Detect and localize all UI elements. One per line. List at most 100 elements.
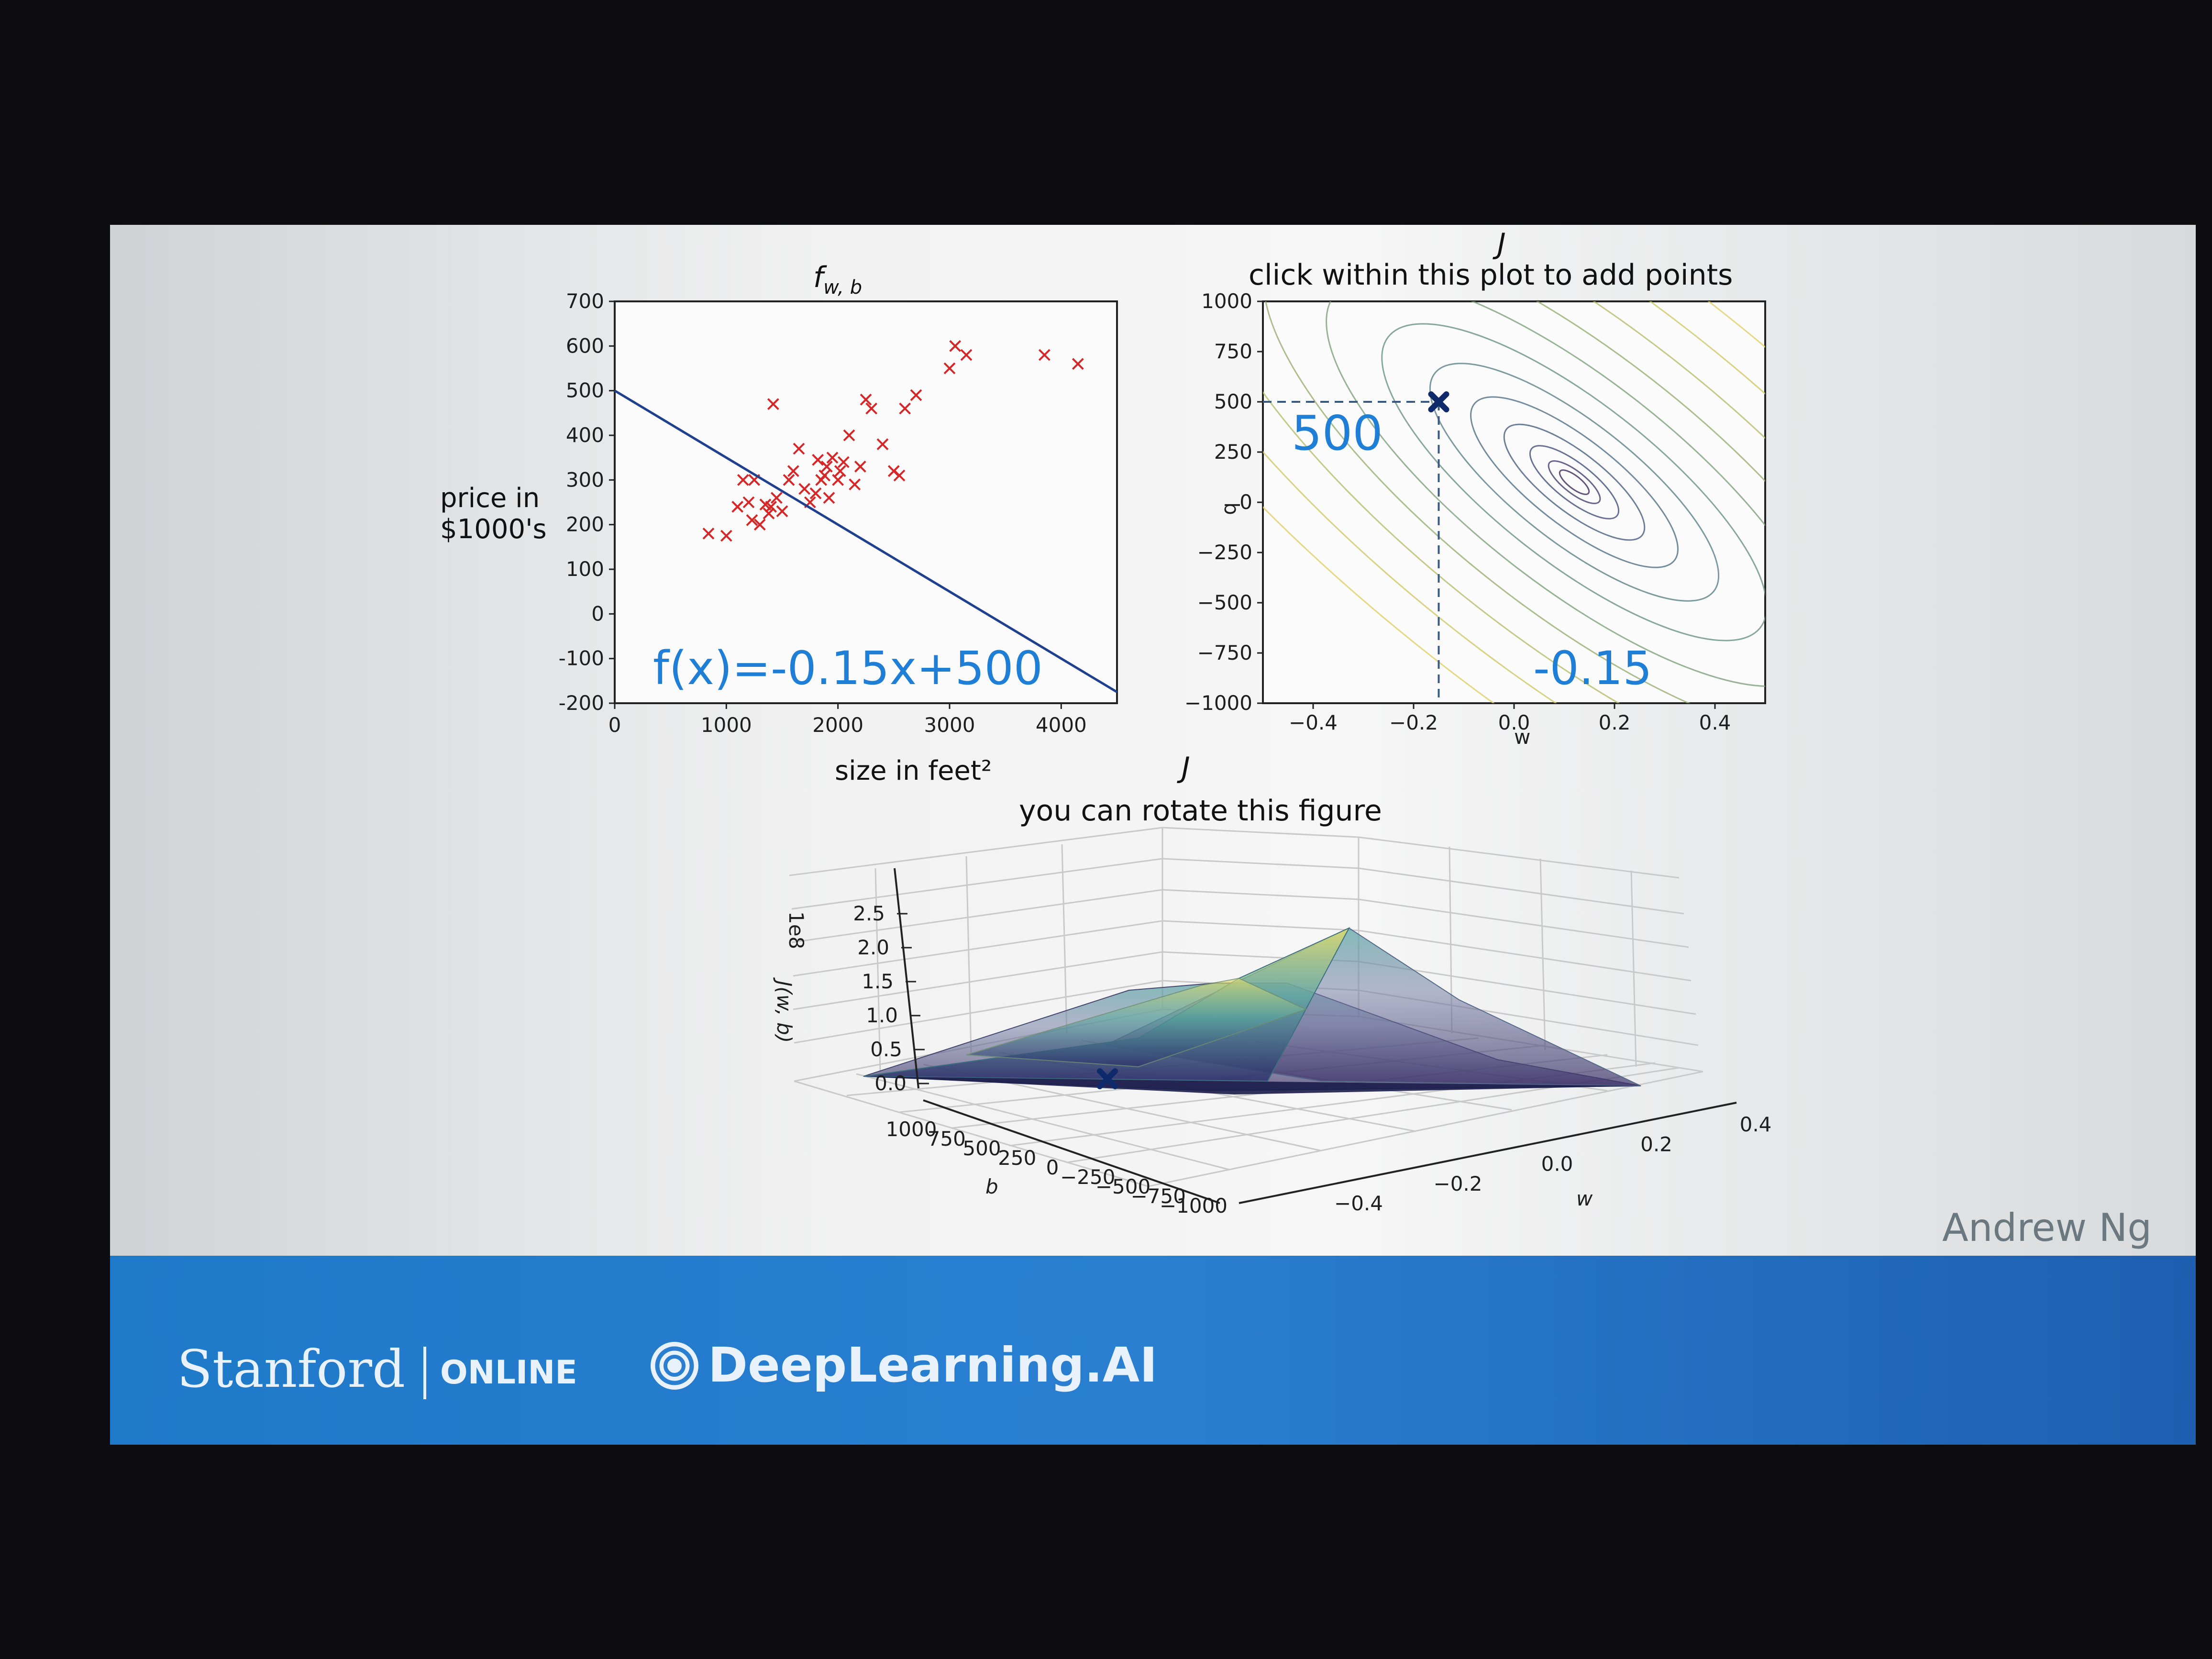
contour-level [1529,445,1620,520]
scatter-y-tick-label: -200 [559,691,604,715]
scatter-point [765,500,777,513]
surface-w-ticks: −0.4 −0.2 0.0 0.2 0.4 [1334,1113,1771,1215]
scatter-point [826,452,839,464]
scatter-x-tick-label: 2000 [812,713,863,737]
scatter-point [812,453,824,466]
contour-level [1263,301,1765,703]
scatter-point [731,500,744,513]
scatter-point [854,460,866,473]
scatter-y-tick-label: 300 [566,468,604,491]
scatter-x-tick-label: 4000 [1036,713,1087,737]
surface-w-tick-label: 0.4 [1740,1113,1772,1136]
contour-plot: −1000 −750 −500 −250 0 250 500 750 1000 −0.4 −0.2… [1184,227,1766,749]
contour-level [1326,301,1765,687]
scatter-point [834,465,846,477]
scatter-point [702,527,715,540]
contour-y-ticks: −1000 −750 −500 −250 0 250 500 750 1000 [1184,289,1263,715]
stanford-logo-divider [423,1347,426,1399]
contour-x-tick-label: −0.2 [1389,711,1438,734]
contour-level [1548,460,1601,504]
scatter-x-tick-label: 3000 [924,713,975,737]
scatter-point [742,496,755,509]
scatter-y-tick-label: 600 [566,334,604,357]
scatter-point [820,460,833,473]
scatter-point [753,519,766,531]
scatter-point [893,469,906,482]
scatter-point [798,483,811,495]
surface-z-tick-label: 1.5 [862,970,894,993]
scatter-x-tick-label: 0 [608,713,621,737]
scatter-point [767,398,779,410]
scatter-point [849,478,861,491]
contour-b-annotation: 500 [1292,405,1383,461]
surface-z-label: J(w, b) [773,977,796,1043]
scatter-equation-annotation: f(x)=-0.15x+500 [653,641,1043,695]
scatter-point [783,474,795,486]
scatter-xlabel: size in feet² [835,755,992,786]
surface-z-axis [894,868,919,1089]
surface-z-ticks: 0.0 0.5 1.0 1.5 2.0 2.5 [853,902,929,1095]
contour-x-tick-label: 0.0 [1498,711,1530,734]
surface-b-tick-label: 1000 [886,1117,937,1141]
scatter-point [960,349,973,361]
contour-x-ticks: −0.4 −0.2 0.0 0.2 0.4 [1289,703,1731,734]
model-line [614,389,1118,693]
contour-title: click within this plot to add points [1249,258,1733,292]
contour-selected-point[interactable] [1428,391,1449,412]
contour-y-tick-label: −1000 [1184,691,1252,715]
scatter-x-tick-label: 1000 [701,713,752,737]
surface-z-tick-label: 1.0 [866,1004,898,1027]
surface-b-tick-label: −1000 [1160,1194,1228,1217]
surface-selected-point [1097,1068,1118,1089]
contour-y-tick-label: 0 [1239,490,1252,514]
scatter-point [737,474,749,486]
surface-w-axis [1239,1102,1737,1204]
contour-y-tick-label: 250 [1214,440,1252,464]
surface-b-tick-label: −750 [1131,1184,1186,1208]
surface-b-axis [923,1099,1220,1204]
contour-lines [1263,301,1765,703]
surface-z-tick-label: 0.0 [874,1072,907,1095]
scatter-points [702,340,1084,542]
scatter-point [770,492,783,504]
author-credit: Andrew Ng [1942,1206,2152,1250]
scatter-y-tick-label: -100 [559,647,604,670]
scatter-point [763,507,775,520]
scatter-plot: -200 -100 0 100 200 300 400 500 600 700 0 1000 2000… [440,261,1118,786]
contour-axes-frame [1262,300,1766,704]
surface-w-tick-label: −0.4 [1334,1192,1383,1215]
scatter-point [823,492,835,504]
surface-b-tick-label: −500 [1095,1175,1150,1198]
contour-level [1263,301,1765,703]
scatter-y-tick-label: 400 [566,423,604,447]
scatter-point [818,469,831,482]
contour-level [1263,301,1765,703]
scatter-y-tick-label: 0 [591,602,604,625]
scatter-point [860,393,872,406]
contour-y-tick-label: −250 [1197,541,1252,564]
contour-y-tick-label: 1000 [1201,289,1252,313]
surface-z-tick-label: 2.5 [853,902,885,925]
contour-y-tick-label: 750 [1214,340,1252,363]
scatter-point [837,456,850,468]
scatter-y-tick-label: 500 [566,379,604,402]
scatter-title: fw, b [813,261,862,299]
surface-plot[interactable]: J you can rotate this figure [773,751,1771,1217]
contour-y-tick-label: 500 [1214,390,1252,413]
scatter-point [793,442,805,455]
scatter-point [1038,349,1051,361]
scatter-point [832,474,844,486]
slide-footer: Stanford ONLINE DeepLearning.AI [110,1256,2196,1445]
slide-graphics: -200 -100 0 100 200 300 400 500 600 700 0 1000 2000… [440,227,1771,1217]
slide-screen: -200 -100 0 100 200 300 400 500 600 700 0 1000 2000… [110,225,2196,1445]
surface-b-tick-label: 0 [1046,1156,1059,1179]
contour-xlabel: w [1514,725,1530,749]
contour-x-tick-label: 0.2 [1599,711,1631,734]
scatter-point [899,402,911,415]
deeplearning-logo-icon [651,1342,698,1390]
surface-b-label: b [985,1175,998,1198]
surface-w-tick-label: 0.2 [1640,1132,1672,1156]
scatter-point [776,505,788,518]
scatter-point [949,340,962,352]
